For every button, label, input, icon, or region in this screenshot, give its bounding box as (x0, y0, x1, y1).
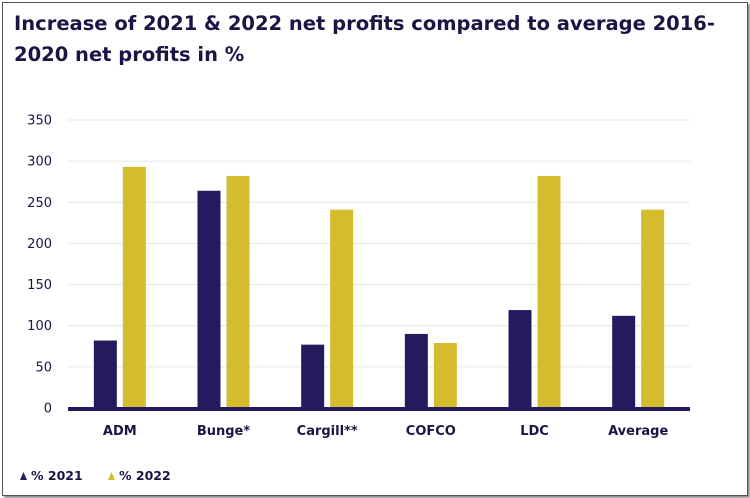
bar-2021 (93, 340, 117, 408)
legend-label: % 2022 (119, 468, 171, 483)
bar-2021 (301, 344, 325, 408)
x-axis-ticks: ADM Bunge* Cargill** COFCO LDC Average (103, 424, 669, 439)
x-tick-label: LDC (520, 424, 549, 439)
y-axis-ticks: 0 50 100 150 200 250 300 350 (27, 114, 52, 417)
y-tick-label: 300 (27, 155, 52, 170)
bar-2022 (641, 209, 665, 408)
x-tick-label: ADM (103, 424, 137, 439)
x-tick-label: Average (608, 424, 668, 439)
x-tick-label: Cargill** (297, 424, 358, 439)
bar-2022 (537, 175, 561, 408)
bar-2021 (508, 310, 532, 408)
x-tick-label: Bunge* (197, 424, 251, 439)
bar-2021 (197, 190, 221, 408)
bar-2022 (330, 209, 354, 408)
legend-marker (20, 472, 27, 480)
legend: % 2021 % 2022 (20, 468, 171, 483)
y-tick-label: 0 (44, 402, 52, 417)
y-tick-label: 250 (27, 196, 52, 211)
y-tick-label: 150 (27, 278, 52, 293)
bar-2021 (404, 333, 428, 408)
chart-title: Increase of 2021 & 2022 net profits comp… (14, 12, 715, 66)
y-tick-label: 200 (27, 237, 52, 252)
x-tick-label: COFCO (406, 424, 456, 439)
legend-marker (108, 472, 115, 480)
bar-2022 (122, 166, 146, 408)
legend-label: % 2021 (31, 468, 83, 483)
bars (93, 166, 665, 408)
y-tick-label: 100 (27, 319, 52, 334)
legend-item-2021: % 2021 (20, 468, 83, 483)
bar-2021 (612, 315, 636, 408)
y-tick-label: 50 (35, 360, 52, 375)
y-tick-label: 350 (27, 114, 52, 129)
bar-2022 (226, 175, 250, 408)
bar-2022 (433, 342, 457, 408)
gridlines (68, 119, 690, 368)
legend-item-2022: % 2022 (108, 468, 171, 483)
